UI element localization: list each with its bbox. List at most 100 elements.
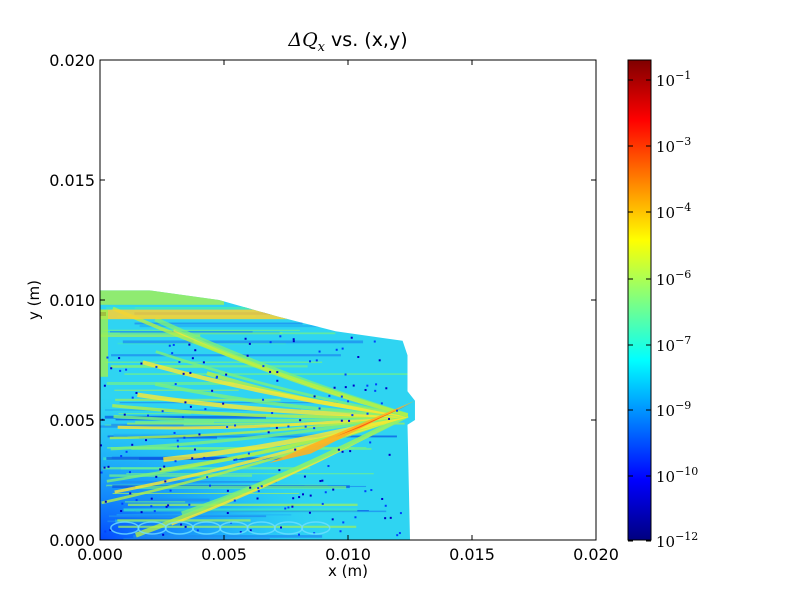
heatmap-dot xyxy=(396,409,399,412)
heatmap-dot xyxy=(304,425,307,428)
heatmap-streak xyxy=(106,307,325,310)
heatmap-streak xyxy=(111,423,184,426)
heatmap-dot xyxy=(380,402,383,405)
heatmap-dot xyxy=(399,512,402,515)
heatmap-dot xyxy=(364,388,367,391)
heatmap-dot xyxy=(342,521,345,524)
heatmap-dot xyxy=(167,504,170,507)
heatmap-dot xyxy=(225,373,228,376)
heatmap-dot xyxy=(256,497,259,500)
heatmap-dot xyxy=(249,486,252,489)
heatmap-dot xyxy=(164,480,167,483)
heatmap-streak xyxy=(123,508,358,512)
heatmap-dot xyxy=(396,534,399,537)
heatmap-streak xyxy=(119,402,339,404)
heatmap-dot xyxy=(318,407,321,410)
heatmap-dot xyxy=(180,523,183,526)
heatmap-dot xyxy=(145,439,148,442)
heatmap-dot xyxy=(184,525,187,528)
heatmap-dot xyxy=(267,431,270,434)
heatmap-streak xyxy=(134,322,303,325)
heatmap-dot xyxy=(309,360,312,363)
heatmap-dot xyxy=(182,372,185,375)
heatmap-dot xyxy=(140,362,143,365)
heatmap-dot xyxy=(104,500,107,503)
heatmap-dot xyxy=(388,453,391,456)
heatmap-dot xyxy=(235,458,238,461)
heatmap-streak xyxy=(135,485,347,489)
heatmap-dot xyxy=(168,344,171,347)
colorbar-tick-label: 10−6 xyxy=(656,268,691,289)
heatmap-streak xyxy=(139,324,331,328)
heatmap-dot xyxy=(276,379,279,382)
heatmap-dot xyxy=(313,427,316,430)
x-axis: 0.000 0.005 0.010 0.015 0.020 xyxy=(77,60,619,564)
heatmap-resonance-line xyxy=(155,350,408,417)
heatmap-dot xyxy=(104,530,107,533)
heatmap-high-band xyxy=(100,309,299,320)
heatmap-dot xyxy=(233,499,236,502)
heatmap-resonance-line xyxy=(142,360,408,418)
heatmap-dot xyxy=(364,490,367,493)
colorbar-tick-label: 10−12 xyxy=(656,530,698,551)
heatmap-dot xyxy=(189,405,192,408)
heatmap-streak xyxy=(127,422,405,425)
colorbar-ticks: 10−1 10−3 10−4 10−6 10−7 10−9 10−10 10−12 xyxy=(628,69,698,551)
heatmap-dot xyxy=(332,488,335,491)
heatmap-dot xyxy=(100,444,103,447)
heatmap-dot xyxy=(351,414,354,417)
heatmap-dot xyxy=(107,465,110,468)
heatmap-dot xyxy=(389,516,392,519)
heatmap-dot xyxy=(176,439,179,442)
heatmap-dot xyxy=(370,489,373,492)
heatmap-dot xyxy=(172,343,175,346)
heatmap-dot xyxy=(369,441,372,444)
heatmap-streak xyxy=(104,409,302,411)
heatmap-dot xyxy=(131,396,134,399)
heatmap-dot xyxy=(226,425,229,428)
heatmap-dot xyxy=(128,471,131,474)
heatmap-dot xyxy=(260,485,263,488)
heatmap-dot xyxy=(298,496,301,499)
heatmap-dot xyxy=(174,460,177,463)
heatmap-dot xyxy=(125,368,128,371)
heatmap-streak xyxy=(116,514,292,516)
heatmap-dot xyxy=(292,497,295,500)
heatmap-dot xyxy=(374,389,377,392)
heatmap-resonance-line xyxy=(163,412,409,463)
heatmap-dot xyxy=(350,336,353,339)
heatmap-dot xyxy=(150,497,153,500)
heatmap-dot xyxy=(328,394,331,397)
heatmap-dot xyxy=(165,505,168,508)
heatmap-dot xyxy=(292,338,295,341)
colorbar-tick-label: 10−7 xyxy=(656,334,691,355)
heatmap-dot xyxy=(171,352,174,355)
x-tick-label: 0.020 xyxy=(573,545,619,564)
heatmap-dot xyxy=(135,499,138,502)
heatmap-dot xyxy=(188,343,191,346)
heatmap-dot xyxy=(271,412,274,415)
heatmap-dot xyxy=(378,359,381,362)
heatmap-island xyxy=(301,521,331,535)
heatmap-streak xyxy=(124,373,415,375)
heatmap-dot xyxy=(203,456,206,459)
heatmap-dot xyxy=(257,487,260,490)
heatmap-streak xyxy=(124,501,186,503)
colorbar-tick-label: 10−10 xyxy=(656,465,698,486)
heatmap-dot xyxy=(269,370,272,373)
heatmap-dot xyxy=(385,387,388,390)
heatmap-dot xyxy=(202,361,205,364)
heatmap-dot xyxy=(331,518,334,521)
heatmap-dot xyxy=(344,373,347,376)
heatmap-dot xyxy=(340,419,343,422)
heatmap-dot xyxy=(341,347,344,350)
heatmap-dot xyxy=(174,383,177,386)
heatmap-dot xyxy=(333,386,336,389)
heatmap-dot xyxy=(103,384,106,387)
heatmap-dot xyxy=(327,465,330,468)
y-axis: 0.000 0.005 0.010 0.015 0.020 xyxy=(49,51,596,550)
heatmap-dot xyxy=(222,402,225,405)
heatmap-dot xyxy=(257,490,260,493)
heatmap-streak xyxy=(114,389,239,391)
heatmap-dot xyxy=(135,391,138,394)
